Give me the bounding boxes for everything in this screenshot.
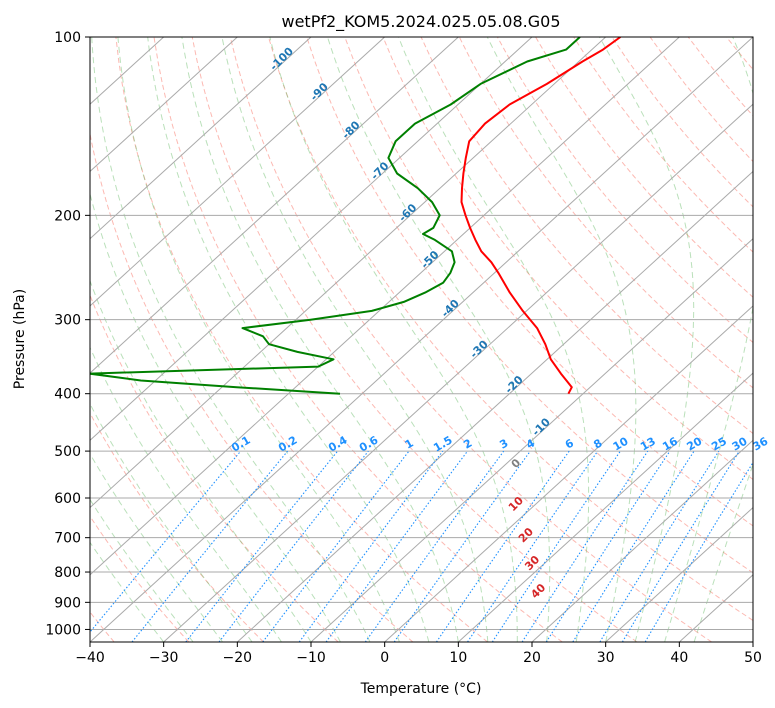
moist-adiabat xyxy=(269,37,518,642)
moist-adiabat xyxy=(90,402,253,642)
moist-adiabat xyxy=(90,452,223,642)
dry-adiabat xyxy=(765,37,775,642)
isotherm-line xyxy=(90,37,753,642)
x-tick-label: −10 xyxy=(296,650,326,666)
moist-adiabat xyxy=(486,37,637,642)
dry-adiabat xyxy=(382,37,753,481)
dry-adiabat xyxy=(115,37,488,642)
mixing-ratio-line xyxy=(218,450,369,642)
isotherm-line xyxy=(90,37,680,576)
moist-adiabat xyxy=(91,37,371,642)
y-tick-label: 400 xyxy=(54,387,81,403)
dry-adiabat xyxy=(153,37,563,642)
moist-adiabat xyxy=(598,37,695,642)
isotherm-line xyxy=(457,372,753,642)
x-tick-label: 30 xyxy=(597,650,615,666)
isotherm-line xyxy=(605,506,753,642)
mixing-ratio-line xyxy=(491,450,621,642)
isotherm-line xyxy=(752,641,753,642)
y-tick-label: 700 xyxy=(54,531,81,547)
x-axis-label: Temperature (°C) xyxy=(360,681,482,697)
x-tick-label: −30 xyxy=(149,650,179,666)
mixing-ratio-line xyxy=(262,450,410,642)
mixing-ratio-line xyxy=(644,461,753,642)
moist-adiabat xyxy=(181,37,459,642)
mixing-ratio-line xyxy=(572,450,695,642)
y-tick-label: 100 xyxy=(54,30,81,46)
mixing-ratio-line xyxy=(621,450,740,642)
mixing-ratio-line xyxy=(545,450,671,642)
isotherm-line xyxy=(90,37,459,374)
dry-adiabat xyxy=(496,37,753,344)
mixing-ratio-line xyxy=(325,450,468,642)
mixing-ratio-line xyxy=(521,450,649,642)
plot-frame xyxy=(89,36,754,643)
moist-adiabat xyxy=(398,37,590,642)
y-tick-label: 600 xyxy=(54,491,81,507)
isotherm-line xyxy=(90,37,607,509)
moist-adiabat xyxy=(117,37,400,642)
y-tick-label: 200 xyxy=(54,208,81,224)
dry-adiabat xyxy=(191,37,638,642)
y-tick-label: 900 xyxy=(54,595,81,611)
isotherm-line xyxy=(384,305,753,642)
mixing-ratio-line xyxy=(298,450,444,642)
mixing-ratio-line xyxy=(435,450,570,642)
y-axis-label: Pressure (hPa) xyxy=(12,289,28,389)
mixing-ratio-line xyxy=(599,450,720,642)
x-tick-label: 20 xyxy=(523,650,541,666)
isotherm-line xyxy=(236,170,753,642)
moist-adiabat xyxy=(147,37,430,642)
y-tick-label: 300 xyxy=(54,313,81,329)
chart-title: wetPf2_KOM5.2024.025.05.08.G05 xyxy=(281,12,560,32)
moist-adiabat xyxy=(90,541,165,642)
isotherm-line xyxy=(531,439,753,642)
x-tick-label: 10 xyxy=(449,650,467,666)
dry-adiabat xyxy=(306,37,753,574)
x-tick-label: −20 xyxy=(223,650,253,666)
y-tick-label: 800 xyxy=(54,565,81,581)
isotherm-line xyxy=(90,37,238,173)
mixing-ratio-line xyxy=(467,450,599,642)
x-tick-label: 0 xyxy=(380,650,389,666)
mixing-ratio-line xyxy=(393,450,531,642)
moist-adiabat xyxy=(693,462,753,642)
isotherm-line xyxy=(163,103,753,642)
isotherm-line xyxy=(90,37,386,307)
dewpoint-profile xyxy=(90,37,581,395)
moist-adiabat xyxy=(221,37,489,642)
x-tick-label: 50 xyxy=(744,650,762,666)
dry-adiabat xyxy=(535,37,753,298)
isotherm-line xyxy=(310,237,753,642)
isotherm-line xyxy=(90,37,533,442)
y-tick-label: 1000 xyxy=(45,622,81,638)
isotherm-line xyxy=(90,37,312,240)
mixing-ratio-line xyxy=(131,450,289,642)
dry-adiabat xyxy=(420,37,753,435)
y-tick-label: 500 xyxy=(54,444,81,460)
x-tick-label: 40 xyxy=(670,650,688,666)
temperature-profile xyxy=(460,37,621,395)
moist-adiabat xyxy=(664,37,753,642)
x-tick-label: −40 xyxy=(75,650,105,666)
mixing-ratio-line xyxy=(364,450,505,642)
moist-adiabat xyxy=(90,191,341,642)
moist-adiabat xyxy=(90,498,194,642)
dry-adiabat xyxy=(90,412,264,642)
dry-adiabat xyxy=(268,37,753,622)
